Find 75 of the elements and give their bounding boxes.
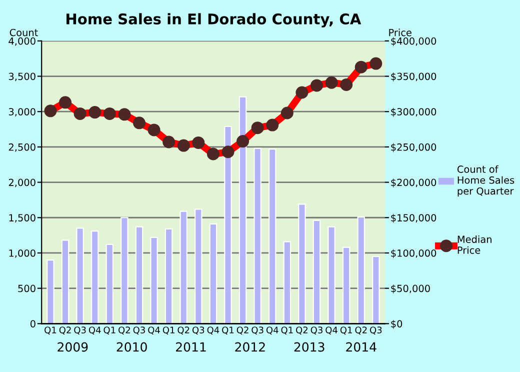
y-tick-label: 2,000 xyxy=(8,178,36,188)
text: 2014 xyxy=(346,342,376,352)
y2-tick-label: $250,000 xyxy=(391,143,436,152)
bar xyxy=(135,226,144,324)
text: 2012 xyxy=(235,342,265,352)
bar xyxy=(46,259,54,324)
x-tick-label: Q4 xyxy=(148,326,160,334)
x-tick-label: Q1 xyxy=(281,326,293,334)
bar xyxy=(254,148,262,324)
x-tick-label: Q1 xyxy=(104,326,116,334)
y2-tick-label: $200,000 xyxy=(391,178,436,188)
x-tick-label: Q4 xyxy=(326,326,338,334)
y-tick-label: 4,000 xyxy=(8,37,36,46)
x-tick-label: Q2 xyxy=(118,326,130,334)
y2-tick-label: $150,000 xyxy=(391,214,436,223)
bar xyxy=(106,244,114,324)
x-tick-label: Q4 xyxy=(88,326,101,334)
y-tick-label: 2,500 xyxy=(8,143,36,152)
y2-tick-label: $0 xyxy=(391,320,402,329)
bar xyxy=(283,241,292,324)
y-tick-label: 500 xyxy=(18,284,36,292)
y-tick-label: 1,500 xyxy=(9,214,36,222)
y2-tick-label: $100,000 xyxy=(391,249,436,258)
x-tick-label: Q2 xyxy=(59,326,71,334)
bar xyxy=(238,96,247,324)
bar xyxy=(209,223,218,324)
text: 2013 xyxy=(294,342,324,352)
bar xyxy=(298,204,306,324)
x-tick-label: Q3 xyxy=(370,326,382,334)
x-tick-label: Q1 xyxy=(222,326,234,334)
x-tick-label: Q3 xyxy=(310,326,322,334)
y-axis-title: Count xyxy=(10,28,38,36)
bar xyxy=(357,216,366,324)
x-tick-label: Q2 xyxy=(236,326,248,334)
bar xyxy=(120,217,128,324)
bar xyxy=(180,210,188,324)
bar xyxy=(76,228,84,324)
y2-tick-label: $400,000 xyxy=(391,37,436,46)
x-tick-label: Q2 xyxy=(296,326,308,334)
text: 2009 xyxy=(58,342,88,352)
bar xyxy=(328,226,336,324)
y2-tick-label: $350,000 xyxy=(391,72,436,82)
text: 2011 xyxy=(176,342,206,352)
y-tick-label: 3,500 xyxy=(8,72,36,82)
y-tick-label: 0 xyxy=(30,320,36,328)
bar xyxy=(268,148,276,324)
bar xyxy=(61,240,70,324)
x-tick-label: Q3 xyxy=(192,326,204,334)
bar xyxy=(150,236,158,324)
x-tick-label: Q1 xyxy=(340,326,352,334)
legend-label: Count of Home Sales per Quarter xyxy=(457,165,514,197)
bar xyxy=(90,230,99,324)
x-tick-label: Q4 xyxy=(207,326,220,334)
y2-tick-label: $50,000 xyxy=(391,284,430,294)
y-tick-label: 3,000 xyxy=(8,108,36,116)
bar xyxy=(342,246,350,324)
text: 2010 xyxy=(116,342,147,352)
y2-axis-title: Price xyxy=(389,28,412,36)
y-tick-label: 1,000 xyxy=(9,249,36,258)
x-tick-label: Q1 xyxy=(162,326,174,334)
bar xyxy=(224,126,232,324)
chart-title: Home Sales in El Dorado County, CA xyxy=(66,13,362,28)
x-tick-label: Q2 xyxy=(355,326,367,334)
x-tick-label: Q3 xyxy=(74,326,86,334)
legend-label: Median Price xyxy=(458,235,492,254)
x-tick-label: Q3 xyxy=(252,326,264,334)
y2-tick-label: $300,000 xyxy=(391,108,436,117)
x-tick-label: Q3 xyxy=(133,326,145,334)
x-tick-label: Q4 xyxy=(266,326,278,334)
bar xyxy=(312,220,321,324)
x-tick-label: Q2 xyxy=(178,326,190,334)
x-tick-label: Q1 xyxy=(44,326,56,334)
bar xyxy=(372,256,380,324)
bar xyxy=(194,208,202,324)
bar xyxy=(164,228,173,324)
